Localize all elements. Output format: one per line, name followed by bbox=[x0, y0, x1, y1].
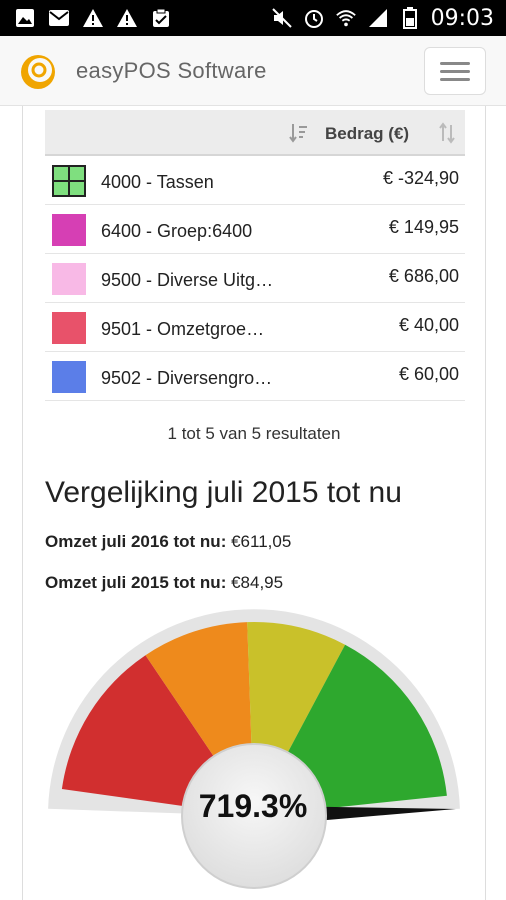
row-amount: € 686,00 bbox=[388, 266, 459, 286]
color-swatch bbox=[52, 312, 86, 344]
gauge-chart bbox=[48, 609, 460, 889]
swatch-fill bbox=[52, 214, 86, 246]
row-name: 9501 - Omzetgroe… bbox=[101, 319, 265, 339]
status-bar: 09:03 bbox=[0, 0, 506, 36]
row-amount: € 60,00 bbox=[398, 364, 459, 384]
alarm-icon bbox=[303, 7, 325, 29]
table-row[interactable]: 6400 - Groep:6400 € 149,95 bbox=[45, 205, 465, 254]
color-swatch bbox=[52, 263, 86, 295]
table-row[interactable]: 4000 - Tassen € -324,90 bbox=[45, 156, 465, 205]
table-row[interactable]: 9500 - Diverse Uitg… € 686,00 bbox=[45, 254, 465, 303]
stat-value: €84,95 bbox=[231, 573, 284, 592]
wifi-icon bbox=[335, 7, 357, 29]
table-row[interactable]: 9502 - Diversengro… € 60,00 bbox=[45, 352, 465, 401]
content-panel: Bedrag (€) 4000 - Tassen € -324,90 6400 … bbox=[22, 106, 486, 900]
row-amount: € -324,90 bbox=[382, 168, 459, 188]
signal-icon bbox=[367, 7, 389, 29]
section-title: Vergelijking juli 2015 tot nu bbox=[45, 476, 402, 509]
gauge-segment bbox=[247, 621, 346, 762]
gauge-needle bbox=[319, 806, 456, 821]
gauge-segment bbox=[61, 655, 220, 808]
row-name: 9500 - Diverse Uitg… bbox=[101, 270, 274, 290]
table-row[interactable]: 9501 - Omzetgroe… € 40,00 bbox=[45, 303, 465, 352]
row-name: 9502 - Diversengro… bbox=[101, 368, 273, 388]
mail-icon bbox=[48, 7, 70, 29]
clipboard-icon bbox=[150, 7, 172, 29]
hamburger-menu-icon bbox=[440, 62, 470, 65]
mute-icon bbox=[271, 7, 293, 29]
app-header: easyPOS Software bbox=[0, 36, 506, 106]
stat-label: Omzet juli 2016 tot nu: bbox=[45, 532, 227, 551]
color-swatch bbox=[52, 214, 86, 246]
gauge-hub bbox=[181, 743, 327, 889]
easypos-logo-icon[interactable] bbox=[20, 54, 56, 90]
revenue-gauge: 719.3% bbox=[23, 606, 485, 900]
warning-icon bbox=[82, 7, 104, 29]
clock-time: 09:03 bbox=[430, 5, 494, 31]
swatch-fill bbox=[52, 361, 86, 393]
swatch-fill bbox=[52, 263, 86, 295]
stat-label: Omzet juli 2015 tot nu: bbox=[45, 573, 227, 592]
stat-previous-revenue: Omzet juli 2015 tot nu: €84,95 bbox=[45, 573, 283, 593]
stat-value: €611,05 bbox=[231, 532, 292, 551]
swatch-fill bbox=[52, 312, 86, 344]
stat-current-revenue: Omzet juli 2016 tot nu: €611,05 bbox=[45, 532, 291, 552]
row-name: 6400 - Groep:6400 bbox=[101, 221, 253, 241]
row-name: 4000 - Tassen bbox=[101, 172, 214, 192]
column-header-amount[interactable]: Bedrag (€) bbox=[325, 124, 410, 143]
color-swatch bbox=[52, 361, 86, 393]
sort-descending-icon[interactable] bbox=[289, 122, 309, 144]
gauge-segment bbox=[145, 622, 252, 765]
battery-icon bbox=[399, 7, 421, 29]
sort-toggle-icon[interactable] bbox=[437, 122, 457, 144]
color-swatch bbox=[52, 165, 86, 197]
gauge-segment bbox=[283, 644, 447, 810]
gauge-value: 719.3% bbox=[198, 788, 308, 824]
row-amount: € 149,95 bbox=[388, 217, 459, 237]
pagination-info: 1 tot 5 van 5 resultaten bbox=[167, 424, 341, 443]
row-amount: € 40,00 bbox=[398, 315, 459, 335]
app-title[interactable]: easyPOS Software bbox=[76, 58, 267, 83]
warning-icon bbox=[116, 7, 138, 29]
hamburger-menu-button[interactable] bbox=[424, 47, 486, 95]
table-header: Bedrag (€) bbox=[45, 110, 465, 156]
image-icon bbox=[14, 7, 36, 29]
